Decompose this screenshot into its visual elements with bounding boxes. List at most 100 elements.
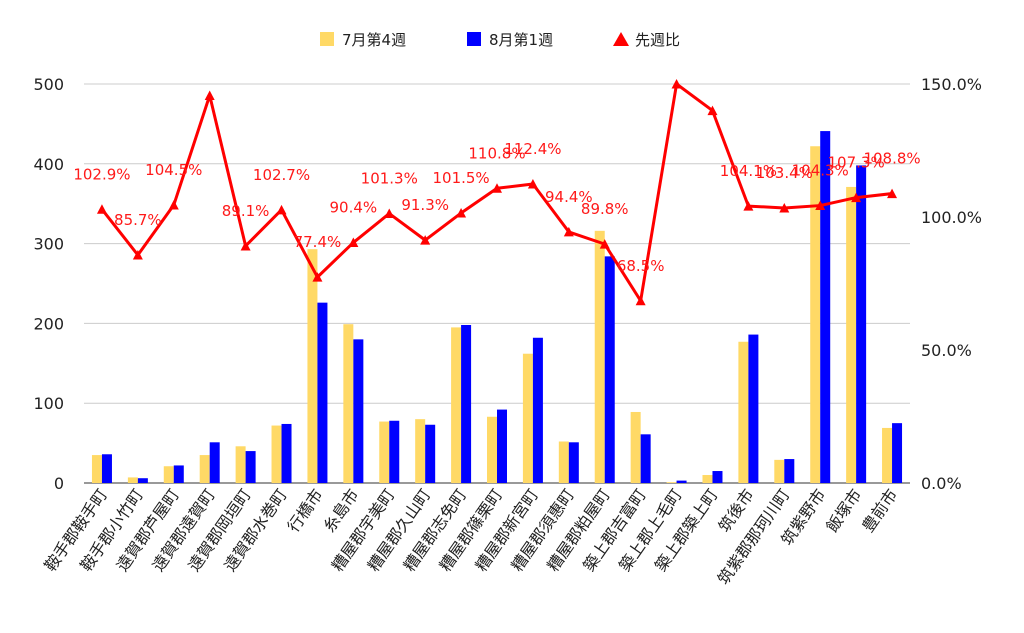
ratio-point bbox=[779, 202, 790, 213]
bar bbox=[712, 471, 723, 483]
bar bbox=[101, 454, 112, 483]
bar bbox=[271, 425, 282, 483]
legend-triangle-icon bbox=[613, 32, 629, 46]
ratio-point bbox=[599, 239, 610, 249]
bar bbox=[461, 324, 472, 483]
ratio-point bbox=[204, 90, 215, 100]
bar bbox=[820, 131, 831, 483]
ratio-point bbox=[96, 204, 107, 214]
ratio-data-label: 112.4% bbox=[504, 140, 561, 158]
bar bbox=[317, 302, 328, 483]
ratio-point bbox=[851, 192, 862, 203]
bar bbox=[245, 451, 256, 483]
ratio-point bbox=[312, 272, 323, 282]
bar bbox=[748, 334, 759, 483]
ratio-data-label: 107.3% bbox=[828, 154, 885, 172]
category-label: 豊前市 bbox=[858, 485, 901, 535]
ratio-point bbox=[815, 200, 826, 211]
left-axis-tick-label: 400 bbox=[33, 155, 64, 174]
bar bbox=[425, 424, 436, 483]
bar bbox=[281, 423, 292, 483]
ratio-labels: 102.9% 85.7% 104.5% 89.1% 102.7% 77.4% 90.4% 10… bbox=[73, 140, 920, 275]
ratio-data-label: 91.3% bbox=[401, 196, 449, 214]
bar bbox=[343, 324, 354, 483]
left-axis-tick-label: 100 bbox=[33, 394, 64, 413]
bar bbox=[640, 434, 651, 483]
bars bbox=[91, 131, 903, 483]
ratio-point bbox=[456, 208, 467, 218]
legend-swatch bbox=[467, 32, 481, 46]
legend-label: 8月第1週 bbox=[489, 31, 553, 49]
bar bbox=[173, 465, 184, 483]
bar bbox=[630, 411, 641, 483]
ratio-point bbox=[743, 201, 754, 211]
bar bbox=[604, 256, 615, 483]
legend: 7月第4週 8月第1週 先週比 bbox=[320, 31, 680, 49]
ratio-data-label: 104.3% bbox=[792, 162, 849, 180]
category-labels: 鞍手郡鞍手町鞍手郡小竹町遠賀郡芦屋町遠賀郡遠賀町遠賀郡岡垣町遠賀郡水巻町行橋市糸… bbox=[41, 485, 902, 588]
ratio-data-label: 85.7% bbox=[114, 211, 162, 229]
bar bbox=[487, 416, 497, 483]
ratio-data-label: 89.1% bbox=[222, 202, 270, 220]
bar bbox=[199, 455, 210, 483]
bar bbox=[568, 442, 579, 483]
category-label: 飯塚市 bbox=[822, 485, 865, 535]
bar bbox=[532, 337, 543, 483]
left-axis-tick-label: 200 bbox=[33, 314, 64, 333]
legend-swatch bbox=[320, 32, 334, 46]
gridlines bbox=[84, 83, 910, 484]
bar bbox=[558, 441, 569, 483]
bar bbox=[307, 249, 318, 483]
right-axis-ticks: 0.0% 50.0% 100.0% 150.0% bbox=[921, 75, 982, 493]
ratio-data-label: 102.9% bbox=[73, 165, 130, 183]
ratio-data-label: 68.5% bbox=[617, 257, 665, 275]
ratio-point bbox=[240, 240, 251, 251]
bar bbox=[810, 146, 821, 483]
bar bbox=[209, 442, 220, 483]
bar bbox=[738, 341, 749, 483]
left-axis-tick-label: 500 bbox=[33, 75, 64, 94]
ratio-data-label: 89.8% bbox=[581, 200, 629, 218]
bar bbox=[882, 427, 893, 483]
ratio-point bbox=[492, 183, 502, 193]
legend-item: 7月第4週 bbox=[320, 31, 406, 49]
left-axis-ticks: 0 100 200 300 400 500 bbox=[33, 75, 64, 493]
ratio-data-label: 102.7% bbox=[253, 166, 310, 184]
bar bbox=[379, 421, 390, 483]
bar bbox=[522, 353, 533, 483]
bar bbox=[91, 455, 102, 483]
ratio-data-label: 110.8% bbox=[468, 144, 525, 162]
ratio-point bbox=[635, 295, 646, 306]
bar bbox=[784, 459, 795, 483]
bar bbox=[594, 230, 605, 483]
left-axis-tick-label: 300 bbox=[33, 235, 64, 254]
ratio-data-label: 104.5% bbox=[145, 161, 202, 179]
bar bbox=[163, 466, 174, 483]
right-axis-tick-label: 50.0% bbox=[921, 341, 972, 360]
bar bbox=[892, 423, 903, 483]
bar bbox=[127, 477, 138, 483]
ratio-point bbox=[527, 179, 538, 189]
ratio-point bbox=[671, 79, 682, 89]
ratio-point bbox=[348, 237, 359, 248]
legend-item: 8月第1週 bbox=[467, 31, 553, 49]
ratio-data-label: 104.1% bbox=[720, 162, 777, 180]
bar bbox=[389, 420, 400, 483]
right-axis-tick-label: 0.0% bbox=[921, 474, 962, 493]
category-label: 行橋市 bbox=[284, 485, 327, 535]
ratio-data-label: 103.4% bbox=[756, 164, 813, 182]
ratio-point bbox=[168, 200, 179, 210]
bar bbox=[235, 446, 246, 483]
left-axis-tick-label: 0 bbox=[54, 474, 64, 493]
bar bbox=[676, 480, 687, 483]
ratio-line bbox=[96, 79, 898, 306]
right-axis-tick-label: 150.0% bbox=[921, 75, 982, 94]
bar bbox=[856, 165, 867, 483]
ratio-data-label: 101.3% bbox=[361, 170, 418, 188]
ratio-data-label: 90.4% bbox=[330, 199, 378, 217]
legend-label: 7月第4週 bbox=[342, 31, 406, 49]
ratio-point bbox=[563, 226, 574, 237]
legend-label: 先週比 bbox=[635, 31, 680, 49]
